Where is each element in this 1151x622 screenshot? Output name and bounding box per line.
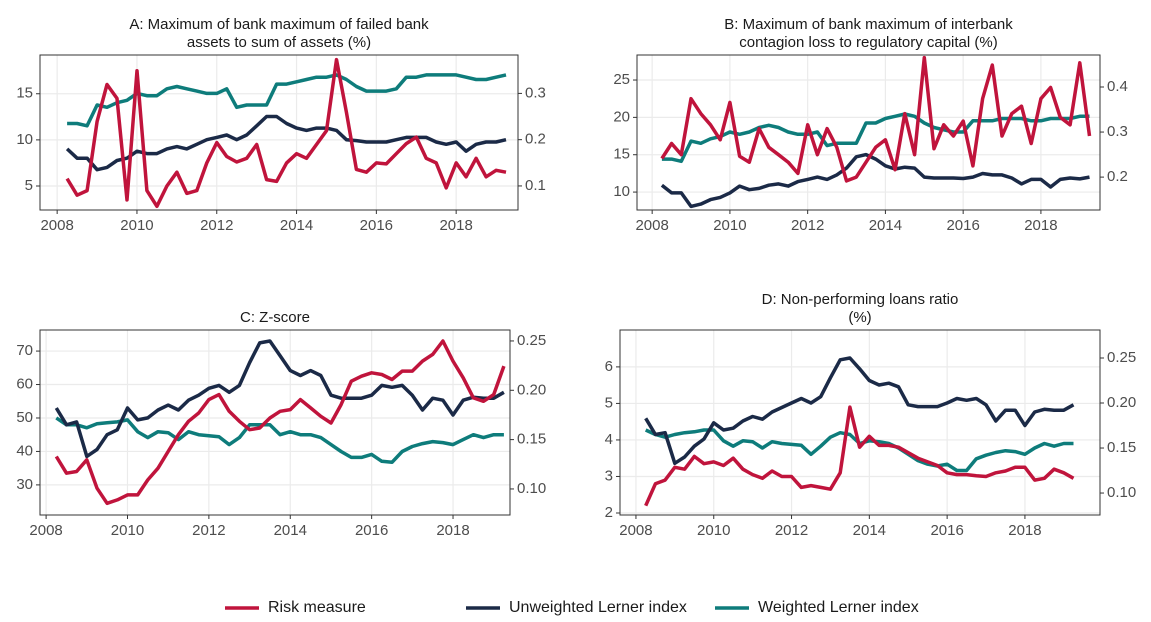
- y-tick-label: 5: [605, 394, 613, 411]
- chart-title: D: Non-performing loans ratio: [762, 291, 959, 308]
- y-tick-label: 60: [16, 375, 33, 392]
- x-tick-label: 2016: [355, 522, 388, 539]
- x-tick-label: 2008: [40, 217, 73, 234]
- y2-tick-label: 0.4: [1107, 78, 1128, 95]
- x-tick-label: 2012: [791, 217, 824, 234]
- x-tick-label: 2008: [619, 522, 652, 539]
- chart-title: (%): [848, 309, 871, 326]
- y-tick-label: 70: [16, 342, 33, 359]
- y2-tick-label: 0.2: [1107, 168, 1128, 185]
- x-tick-label: 2008: [635, 217, 668, 234]
- series-line: [55, 416, 504, 465]
- y-tick-label: 2: [605, 504, 613, 521]
- x-tick-label: 2016: [946, 217, 979, 234]
- x-tick-label: 2018: [436, 522, 469, 539]
- series-line: [65, 57, 507, 209]
- y2-tick-label: 0.25: [517, 332, 546, 349]
- y2-tick-label: 0.20: [517, 381, 546, 398]
- y-tick-label: 6: [605, 358, 613, 375]
- plot-border: [39, 54, 519, 211]
- plot-border: [619, 329, 1101, 516]
- legend-label: Risk measure: [268, 599, 366, 616]
- y-tick-label: 30: [16, 476, 33, 493]
- x-tick-label: 2010: [697, 522, 730, 539]
- x-tick-label: 2012: [775, 522, 808, 539]
- series-line: [644, 356, 1075, 466]
- chart-title: contagion loss to regulatory capital (%): [739, 34, 997, 51]
- x-tick-label: 2012: [192, 522, 225, 539]
- y2-tick-label: 0.15: [1107, 439, 1136, 456]
- y-tick-label: 15: [16, 85, 33, 102]
- x-tick-label: 2018: [1008, 522, 1041, 539]
- y-tick-label: 50: [16, 409, 33, 426]
- y2-tick-label: 0.3: [1107, 123, 1128, 140]
- y2-tick-label: 0.20: [1107, 394, 1136, 411]
- x-tick-label: 2018: [439, 217, 472, 234]
- x-tick-label: 2016: [930, 522, 963, 539]
- chart-title: B: Maximum of bank maximum of interbank: [724, 16, 1013, 33]
- plot-background: [637, 55, 1100, 210]
- series-line: [644, 405, 1075, 507]
- y2-tick-label: 0.15: [517, 431, 546, 448]
- plot-background: [620, 330, 1100, 515]
- y2-tick-label: 0.1: [525, 177, 546, 194]
- x-tick-label: 2014: [280, 217, 313, 234]
- y2-tick-label: 0.3: [525, 84, 546, 101]
- y-tick-label: 10: [613, 183, 630, 200]
- y-tick-label: 3: [605, 467, 613, 484]
- legend-label: Unweighted Lerner index: [509, 599, 687, 616]
- x-tick-label: 2010: [713, 217, 746, 234]
- series-line: [54, 339, 505, 459]
- y-tick-label: 10: [16, 131, 33, 148]
- y2-tick-label: 0.25: [1107, 349, 1136, 366]
- x-tick-label: 2014: [853, 522, 886, 539]
- x-tick-label: 2014: [869, 217, 902, 234]
- y2-tick-label: 0.10: [517, 480, 546, 497]
- x-tick-label: 2010: [120, 217, 153, 234]
- x-tick-label: 2008: [29, 522, 62, 539]
- y2-tick-label: 0.10: [1107, 484, 1136, 501]
- y-tick-label: 40: [16, 442, 33, 459]
- legend-label: Weighted Lerner index: [758, 599, 919, 616]
- series-line: [65, 114, 507, 172]
- chart-title: assets to sum of assets (%): [187, 34, 371, 51]
- y2-tick-label: 0.2: [525, 131, 546, 148]
- x-tick-label: 2012: [200, 217, 233, 234]
- y-tick-label: 25: [613, 71, 630, 88]
- x-tick-label: 2016: [360, 217, 393, 234]
- x-tick-label: 2010: [111, 522, 144, 539]
- plot-border: [39, 329, 511, 516]
- y-tick-label: 5: [25, 177, 33, 194]
- series-line: [660, 152, 1090, 209]
- y-tick-label: 15: [613, 146, 630, 163]
- series-line: [661, 112, 1090, 164]
- x-tick-label: 2018: [1024, 217, 1057, 234]
- y-tick-label: 20: [613, 108, 630, 125]
- chart-title: A: Maximum of bank maximum of failed ban…: [129, 16, 429, 33]
- y-tick-label: 4: [605, 431, 613, 448]
- chart-title: C: Z-score: [240, 309, 310, 326]
- series-line: [660, 55, 1092, 183]
- x-tick-label: 2014: [274, 522, 307, 539]
- series-line: [54, 339, 506, 506]
